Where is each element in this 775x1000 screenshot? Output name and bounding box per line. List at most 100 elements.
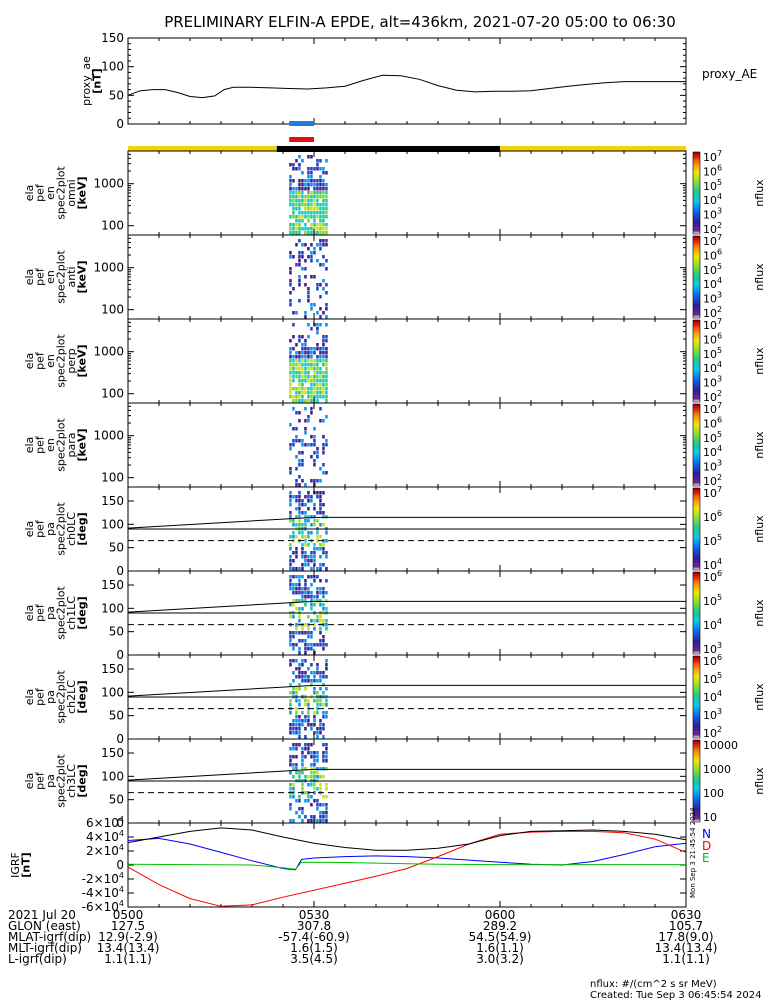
spectrogram-cell [304,199,307,203]
spectrogram-cell [316,343,319,347]
spectrogram-cell [298,379,301,383]
spectrogram-cell [319,211,322,215]
spectrogram-cell [301,459,304,463]
spectrogram-cell [304,555,307,559]
spectrogram-cell [325,663,328,667]
footer-label: GLON (east) [8,919,81,933]
colorbar-tick-label: 107 [703,233,722,248]
spectrogram-cell [289,699,292,703]
spectrogram-cell [301,819,304,823]
spectrogram-cell [307,491,310,495]
spectrogram-cell [325,315,328,319]
spectrogram-cell [319,627,322,631]
spectrogram-cell [289,639,292,643]
spectrogram-cell [319,407,322,411]
spectrogram-cell [316,283,319,287]
spectrogram-cell [304,679,307,683]
spectrogram-cell [289,683,292,687]
spectrogram-cell [292,519,295,523]
spectrogram-cell [313,351,316,355]
spectrogram-data [289,491,328,571]
colorbar-label: nflux [753,767,766,795]
y-axis-label-line: spec2plot [54,418,67,472]
spectrogram-frame [127,150,687,236]
spectrogram-cell [304,267,307,271]
spectrogram-cell [289,635,292,639]
y-axis-label-line: pef [33,183,46,202]
spectrogram-cell [322,491,325,495]
spectrogram-cell [304,643,307,647]
spectrogram-cell [313,347,316,351]
spectrogram-cell [322,335,325,339]
spectrogram-cell [322,187,325,191]
spectrogram-cell [310,723,313,727]
y-axis-label-line: [keV] [75,344,88,377]
spectrogram-cell [301,631,304,635]
spectrogram-cell [319,359,322,363]
created-stamp: Created: Tue Sep 3 06:45:54 2024 [590,990,762,1000]
spectrogram-cell [316,703,319,707]
spectrogram-cell [289,771,292,775]
spectrogram-cell [325,199,328,203]
spectrogram-cell [289,663,292,667]
y-axis-label-line: para [65,433,78,458]
spectrogram-cell [310,351,313,355]
spectrogram-cell [310,767,313,771]
y-axis-label-line: spec2plot [54,250,67,304]
spectrogram-cell [298,795,301,799]
spectrogram-cell [316,619,319,623]
spectrogram-cell [310,751,313,755]
spectrogram-cell [304,791,307,795]
spectrogram-cell [325,711,328,715]
spectrogram-cell [307,675,310,679]
spectrogram-cell [298,579,301,583]
spectrogram-cell [295,719,298,723]
spectrogram-cell [316,211,319,215]
spectrogram-cell [292,643,295,647]
spectrogram-cell [325,375,328,379]
spectrogram-cell [298,191,301,195]
spectrogram-cell [310,551,313,555]
spectrogram-cell [310,795,313,799]
y-tick-label: 50 [109,88,124,102]
spectrogram-cell [295,207,298,211]
colorbar-tick-label: 104 [703,444,722,459]
spectrogram-cell [307,555,310,559]
spectrogram-cell [295,351,298,355]
spectrogram-cell [313,775,316,779]
spectrogram-cell [325,339,328,343]
spectrogram-cell [295,535,298,539]
colorbar-tick-label: 104 [703,689,722,704]
spectrogram-cell [319,395,322,399]
spectrogram-cell [316,591,319,595]
spectrogram-cell [316,599,319,603]
spectrogram-cell [304,511,307,515]
spectrogram-cell [313,183,316,187]
spectrogram-cell [310,215,313,219]
spectrogram-cell [304,639,307,643]
spectrogram-cell [292,495,295,499]
spectrogram-cell [301,443,304,447]
spectrogram-cell [298,735,301,739]
y-axis-label-line: ela [23,353,36,370]
colorbar-tick-label: 100 [703,787,724,800]
spectrogram-cell [301,627,304,631]
spectrogram-cell [322,207,325,211]
spectrogram-cell [289,587,292,591]
spectrogram-cell [313,363,316,367]
spectrogram-cell [298,651,301,655]
spectrogram-cell [325,767,328,771]
spectrogram-cell [322,239,325,243]
spectrogram-cell [316,531,319,535]
spectrogram-cell [310,379,313,383]
spectrogram-cell [289,691,292,695]
spectrogram-cell [307,667,310,671]
spectrogram-cell [313,227,316,231]
spectrogram-cell [304,747,307,751]
spectrogram-cell [304,351,307,355]
spectrogram-cell [310,647,313,651]
colorbar-tick-label: 1000 [703,763,731,776]
spectrogram-cell [319,167,322,171]
spectrogram-data [289,239,328,319]
